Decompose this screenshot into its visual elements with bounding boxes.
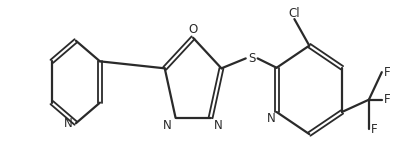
Text: O: O bbox=[188, 23, 197, 36]
Text: F: F bbox=[370, 123, 376, 136]
Text: N: N bbox=[163, 119, 172, 132]
Text: F: F bbox=[382, 66, 389, 79]
Text: N: N bbox=[63, 117, 72, 130]
Text: F: F bbox=[382, 93, 389, 106]
Text: S: S bbox=[247, 52, 255, 65]
Text: N: N bbox=[267, 112, 275, 125]
Text: N: N bbox=[213, 119, 222, 132]
Text: Cl: Cl bbox=[288, 7, 299, 20]
